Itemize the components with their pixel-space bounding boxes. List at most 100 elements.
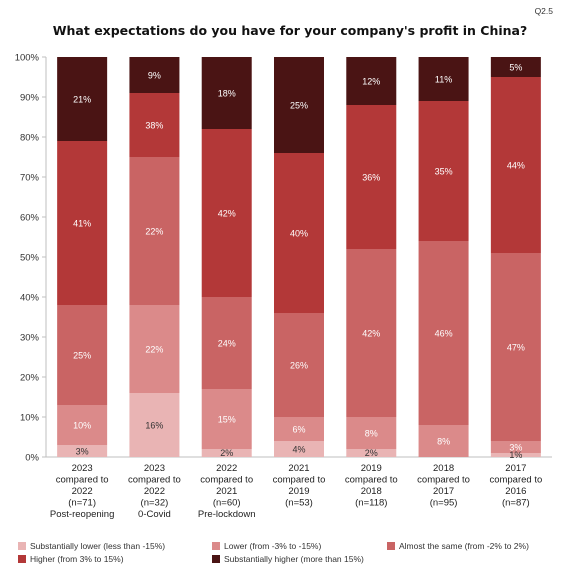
data-label: 5%	[509, 63, 522, 73]
category-label-line: compared to	[345, 475, 398, 486]
bar-segment	[490, 57, 541, 77]
data-label: 25%	[73, 351, 91, 361]
category-label-line: (n=53)	[285, 498, 313, 509]
legend-entry: Substantially higher (more than 15%)	[224, 554, 364, 564]
category-label: 2018 compared to 2017 (n=95)	[417, 463, 470, 509]
data-label: 21%	[73, 95, 91, 105]
data-label: 11%	[435, 75, 452, 85]
category-label-line: 2022	[144, 486, 165, 497]
data-label: 12%	[362, 77, 380, 87]
category-label-line: compared to	[56, 475, 109, 486]
bar-segment	[129, 157, 180, 305]
legend: Substantially lower (less than -15%) Lowe…	[18, 541, 529, 564]
y-tick-label: 100%	[15, 53, 40, 64]
category-label-line: 2023	[144, 463, 165, 474]
bar-segment	[346, 57, 397, 105]
y-tick-label: 40%	[20, 293, 40, 304]
category-label-line: 2016	[505, 486, 526, 497]
bar-segment	[57, 57, 108, 141]
data-label: 9%	[148, 71, 161, 81]
data-label: 26%	[290, 361, 308, 371]
legend-entry: Almost the same (from -2% to 2%)	[399, 541, 529, 551]
y-tick-label: 70%	[20, 173, 40, 184]
bar-segment	[274, 417, 324, 441]
category-label: 2023 compared to 2022 (n=32) 0-Covid	[128, 463, 181, 520]
bar-segment	[201, 389, 252, 449]
category-label-line: 2018	[433, 463, 454, 474]
data-label: 4%	[292, 445, 305, 455]
bar-segment	[274, 57, 324, 153]
legend-entry: Higher (from 3% to 15%)	[30, 554, 124, 564]
bar-segment	[129, 57, 180, 93]
category-label-line: 2017	[433, 486, 454, 497]
data-label: 42%	[362, 329, 380, 339]
bar-segment	[201, 297, 252, 389]
bar-segment	[418, 425, 469, 457]
bar-segment	[129, 393, 180, 457]
data-label: 22%	[145, 227, 163, 237]
bar-segment	[57, 141, 108, 305]
legend-entry: Substantially lower (less than -15%)	[30, 541, 165, 551]
bar-segment	[490, 453, 541, 457]
category-label-line: (n=71)	[68, 498, 96, 509]
category-label-line: 2021	[288, 463, 309, 474]
category-label-line: compared to	[489, 475, 542, 486]
y-tick-label: 60%	[20, 213, 40, 224]
bar-segment	[418, 101, 469, 241]
bar-segment	[57, 445, 108, 457]
y-tick-label: 20%	[20, 373, 40, 384]
legend-swatch	[212, 555, 220, 563]
bar-segment	[346, 449, 397, 457]
bar-segment	[274, 153, 324, 313]
category-label-line: 2018	[361, 486, 382, 497]
category-label-line: Pre-lockdown	[198, 509, 256, 520]
category-label-line: 0-Covid	[138, 509, 171, 520]
bar-segment	[57, 305, 108, 405]
data-label: 35%	[435, 167, 453, 177]
y-tick-label: 0%	[25, 453, 39, 464]
bar-segment	[274, 441, 324, 457]
data-label: 8%	[437, 437, 450, 447]
category-label-line: 2017	[505, 463, 526, 474]
category-label-line: (n=60)	[213, 498, 241, 509]
data-label: 10%	[73, 421, 91, 431]
data-label: 44%	[507, 161, 525, 171]
legend-swatch	[387, 542, 395, 550]
chart-title: What expectations do you have for your c…	[53, 23, 528, 38]
bar-segment	[274, 313, 324, 417]
data-label: 16%	[145, 421, 163, 431]
category-label-line: compared to	[200, 475, 253, 486]
category-label-line: compared to	[273, 475, 326, 486]
category-label-line: (n=32)	[141, 498, 169, 509]
category-label-line: 2019	[288, 486, 309, 497]
category-label: 2019 compared to 2018 (n=118)	[345, 463, 398, 509]
legend-swatch	[18, 555, 26, 563]
bar-segment	[490, 253, 541, 441]
data-label: 18%	[218, 89, 236, 99]
data-label: 41%	[73, 219, 91, 229]
category-label-line: 2022	[72, 486, 93, 497]
data-label: 40%	[290, 229, 308, 239]
data-label: 22%	[145, 345, 163, 355]
category-label-line: 2019	[361, 463, 382, 474]
bar-segment	[201, 57, 252, 129]
bar-segment	[490, 441, 541, 453]
data-label: 38%	[145, 121, 163, 131]
data-label: 1%	[509, 450, 522, 460]
data-label: 24%	[218, 339, 236, 349]
x-axis-categories: 2023 compared to 2022 (n=71) Post-reopening2…	[50, 463, 542, 520]
data-label: 25%	[290, 101, 308, 111]
bars	[57, 57, 541, 457]
bar-segment	[201, 449, 252, 457]
bar-segment	[346, 249, 397, 417]
legend-swatch	[18, 542, 26, 550]
y-tick-label: 80%	[20, 133, 40, 144]
y-tick-label: 30%	[20, 333, 40, 344]
data-label: 47%	[507, 343, 525, 353]
category-label-line: 2021	[216, 486, 237, 497]
bar-segment	[57, 405, 108, 445]
category-label: 2021 compared to 2019 (n=53)	[273, 463, 326, 509]
category-label: 2022 compared to 2021 (n=60) Pre-lockdown	[198, 463, 256, 520]
category-label-line: (n=87)	[502, 498, 530, 509]
